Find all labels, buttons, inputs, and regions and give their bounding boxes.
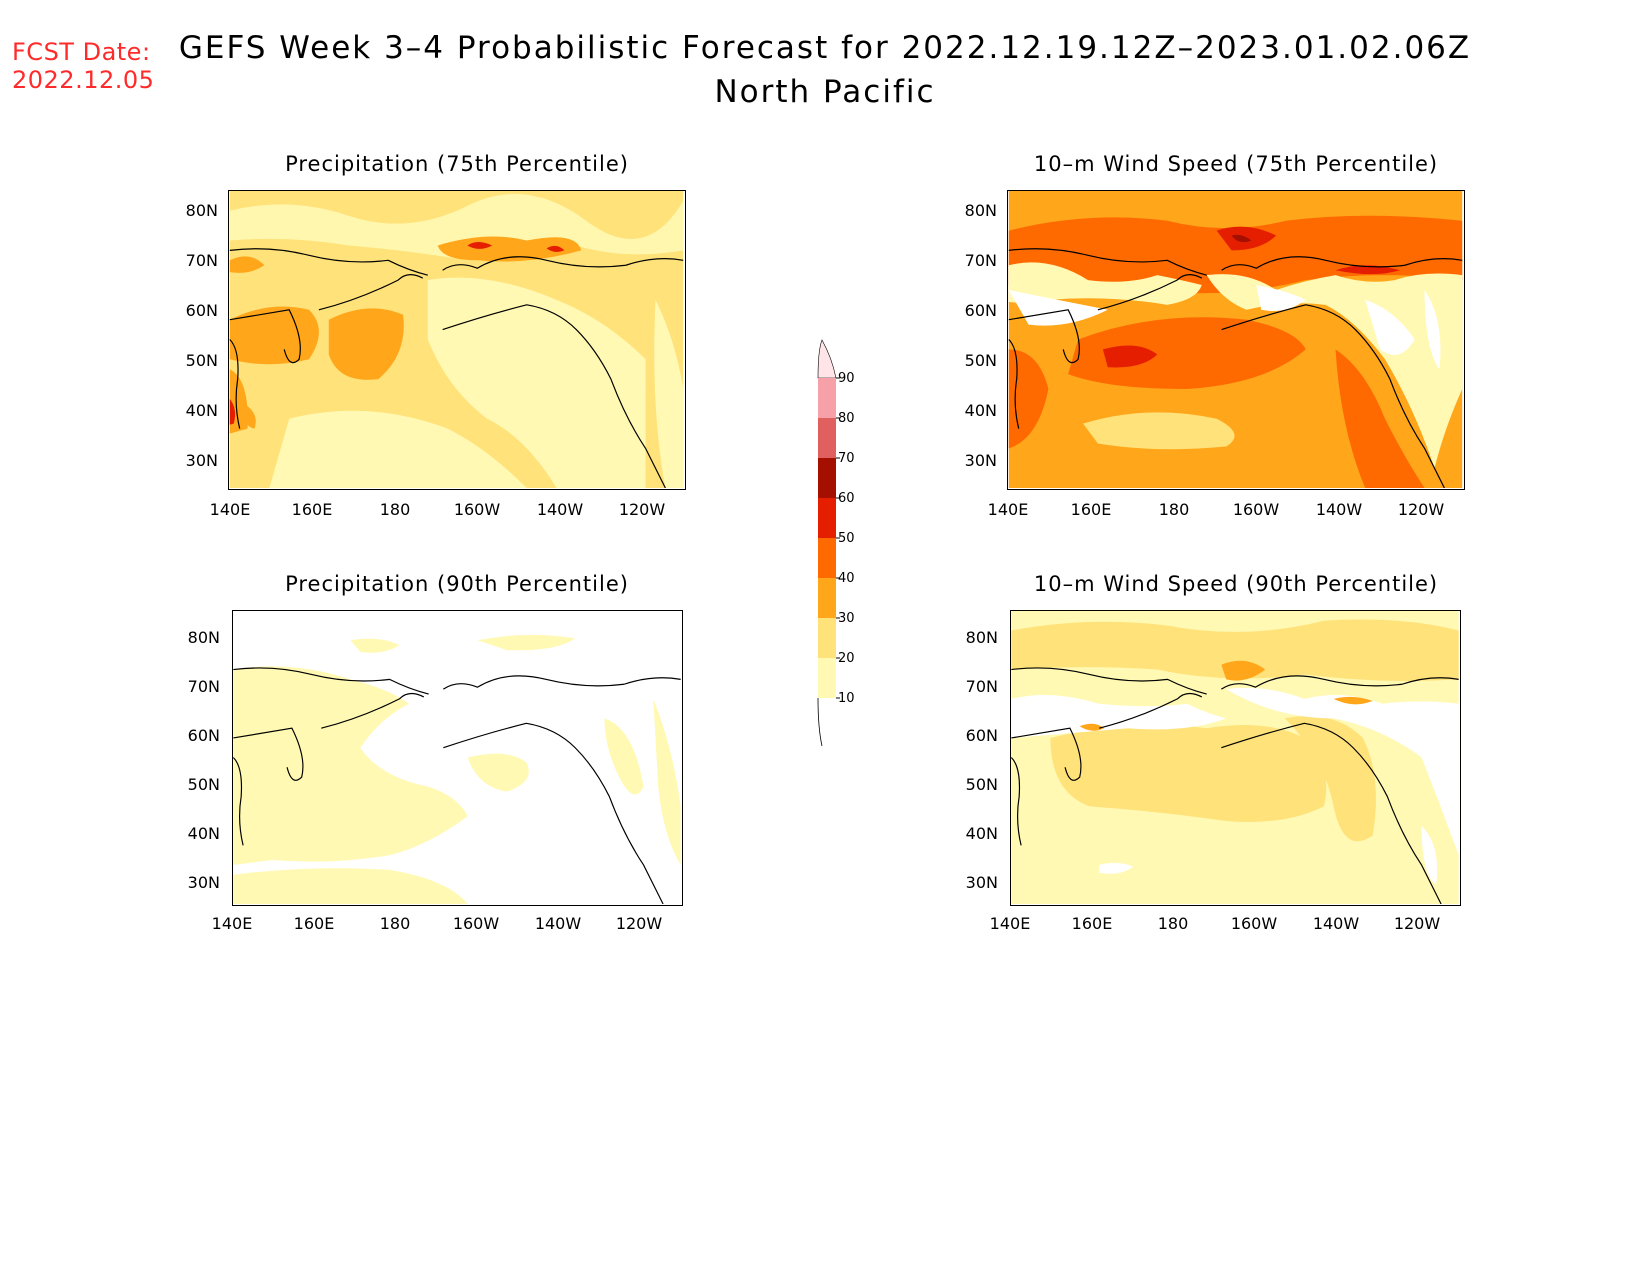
lon-label: 180	[1157, 914, 1189, 933]
lat-label: 40N	[965, 824, 998, 843]
lon-label: 140W	[536, 500, 584, 519]
colorbar-swatch-70	[818, 418, 836, 458]
map-precip90	[232, 610, 683, 906]
lat-label: 50N	[185, 351, 218, 370]
lat-label: 70N	[187, 677, 220, 696]
panel-title-wind90: 10–m Wind Speed (90th Percentile)	[1033, 572, 1439, 596]
region-title: North Pacific	[714, 74, 936, 110]
lat-label: 70N	[965, 677, 998, 696]
lat-label: 30N	[965, 873, 998, 892]
lat-label: 30N	[964, 451, 997, 470]
lat-label: 80N	[185, 201, 218, 220]
lat-label: 80N	[187, 628, 220, 647]
colorbar-swatch-20	[818, 618, 836, 658]
colorbar-label: 30	[838, 611, 855, 626]
lon-label: 160W	[1230, 914, 1278, 933]
lat-label: 60N	[965, 726, 998, 745]
lat-label: 60N	[185, 301, 218, 320]
map-precip75	[228, 190, 686, 490]
lon-label: 180	[1158, 500, 1190, 519]
lon-label: 160E	[1071, 914, 1113, 933]
lon-label: 140E	[209, 500, 251, 519]
lat-label: 40N	[187, 824, 220, 843]
colorbar-swatch-60	[818, 458, 836, 498]
lon-label: 160W	[1232, 500, 1280, 519]
lon-label: 180	[379, 500, 411, 519]
colorbar-label: 10	[838, 691, 855, 706]
lat-label: 30N	[187, 873, 220, 892]
lon-label: 160E	[293, 914, 335, 933]
colorbar-swatch-50	[818, 498, 836, 538]
colorbar-swatch-10	[818, 658, 836, 698]
fcst-date-label: FCST Date:	[12, 38, 151, 66]
colorbar-swatch-30	[818, 578, 836, 618]
lat-label: 60N	[964, 301, 997, 320]
lon-label: 160E	[1070, 500, 1112, 519]
lat-label: 30N	[185, 451, 218, 470]
lat-label: 40N	[964, 401, 997, 420]
lat-label: 80N	[964, 201, 997, 220]
lat-label: 70N	[964, 251, 997, 270]
lat-label: 50N	[187, 775, 220, 794]
lon-label: 120W	[1397, 500, 1445, 519]
lon-label: 160E	[291, 500, 333, 519]
panel-title-precip90: Precipitation (90th Percentile)	[285, 572, 629, 596]
colorbar-swatch-40	[818, 538, 836, 578]
lat-label: 50N	[965, 775, 998, 794]
panel-title-precip75: Precipitation (75th Percentile)	[285, 152, 629, 176]
lat-label: 60N	[187, 726, 220, 745]
lat-label: 70N	[185, 251, 218, 270]
fcst-date-value: 2022.12.05	[12, 66, 155, 94]
lat-label: 40N	[185, 401, 218, 420]
colorbar-label: 60	[838, 491, 855, 506]
lat-label: 50N	[964, 351, 997, 370]
lon-label: 140E	[987, 500, 1029, 519]
colorbar-label: 80	[838, 411, 855, 426]
lon-label: 140W	[1312, 914, 1360, 933]
main-title: GEFS Week 3–4 Probabilistic Forecast for…	[178, 30, 1472, 66]
panel-title-wind75: 10–m Wind Speed (75th Percentile)	[1033, 152, 1439, 176]
lon-label: 140W	[534, 914, 582, 933]
lon-label: 140E	[211, 914, 253, 933]
lon-label: 120W	[1393, 914, 1441, 933]
colorbar-label: 90	[838, 371, 855, 386]
colorbar	[817, 339, 840, 747]
colorbar-label: 40	[838, 571, 855, 586]
colorbar-label: 70	[838, 451, 855, 466]
map-wind75	[1007, 190, 1465, 490]
colorbar-swatch-80	[818, 378, 836, 418]
lon-label: 140E	[989, 914, 1031, 933]
lon-label: 120W	[615, 914, 663, 933]
lon-label: 120W	[618, 500, 666, 519]
lon-label: 160W	[453, 500, 501, 519]
colorbar-label: 20	[838, 651, 855, 666]
lon-label: 180	[379, 914, 411, 933]
colorbar-swatch-90	[817, 339, 837, 379]
lon-label: 140W	[1315, 500, 1363, 519]
colorbar-label: 50	[838, 531, 855, 546]
lat-label: 80N	[965, 628, 998, 647]
map-wind90	[1010, 610, 1461, 906]
lon-label: 160W	[452, 914, 500, 933]
fcst-date: FCST Date: 2022.12.05	[12, 38, 154, 94]
